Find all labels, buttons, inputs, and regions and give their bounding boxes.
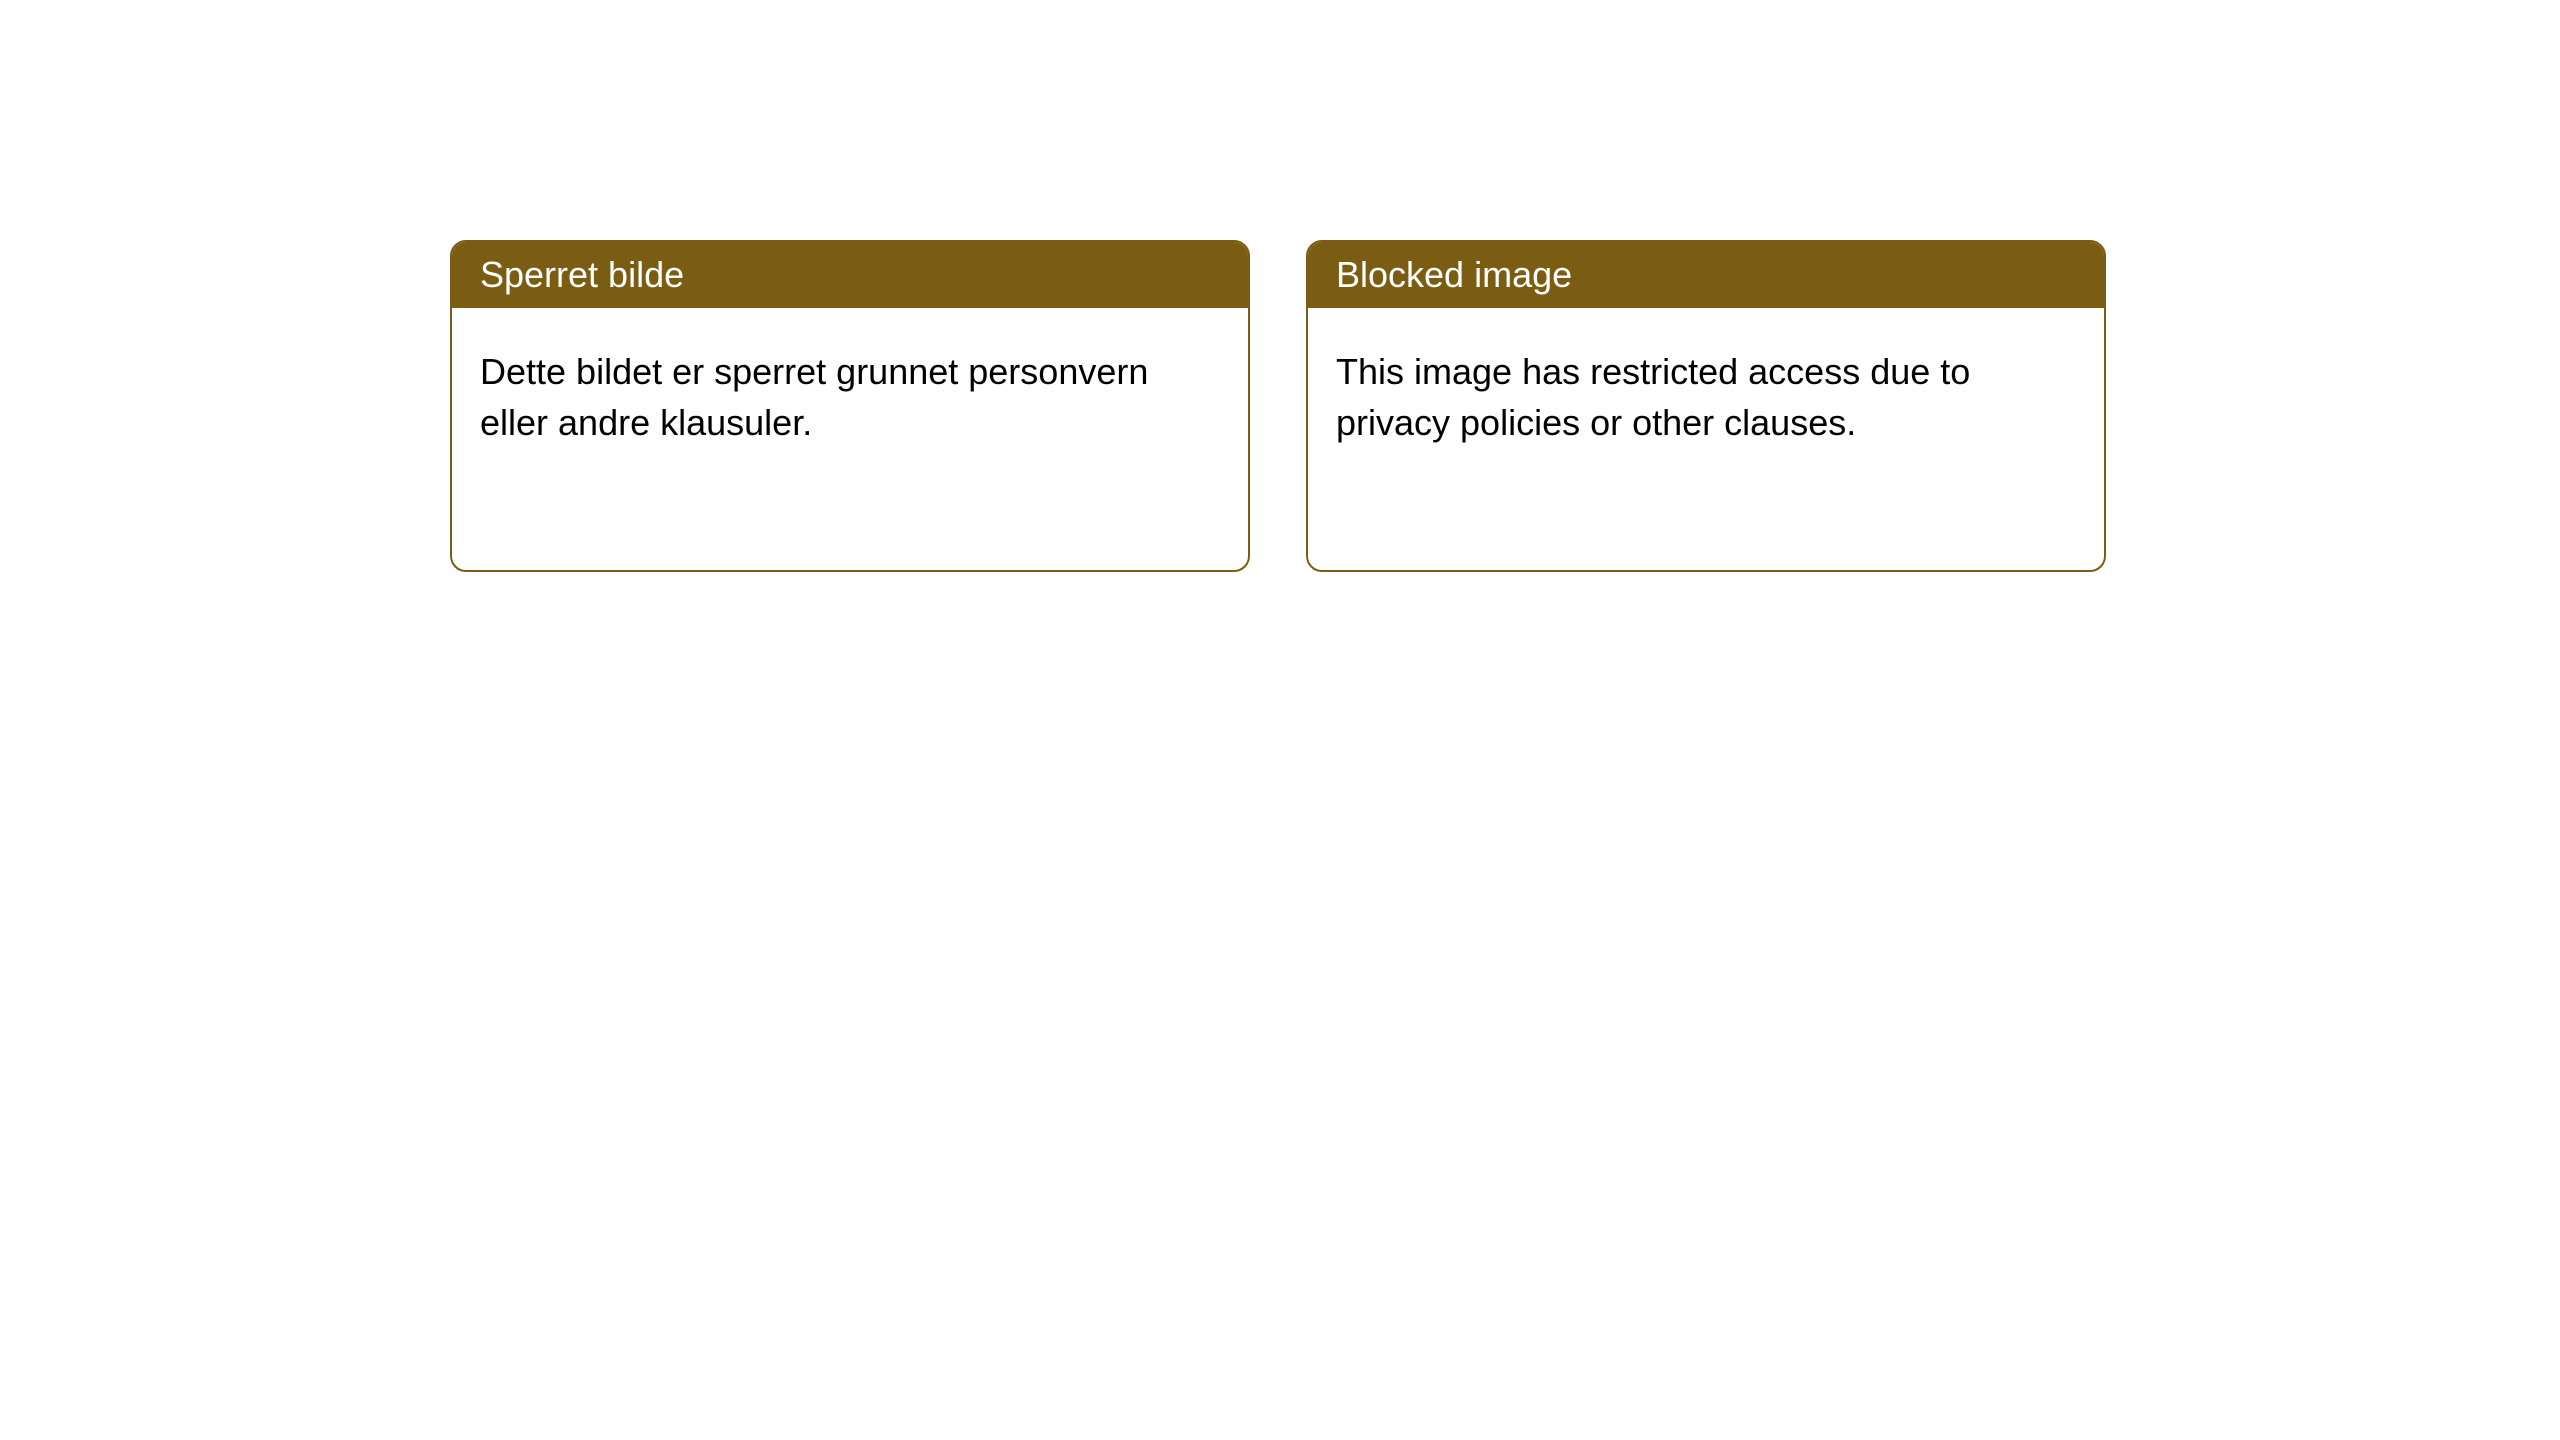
card-header: Sperret bilde [452, 242, 1248, 308]
blocked-image-card-en: Blocked image This image has restricted … [1306, 240, 2106, 572]
blocked-image-card-no: Sperret bilde Dette bildet er sperret gr… [450, 240, 1250, 572]
card-body-text: This image has restricted access due to … [1336, 351, 1970, 443]
card-body: This image has restricted access due to … [1308, 308, 2104, 486]
card-body-text: Dette bildet er sperret grunnet personve… [480, 351, 1148, 443]
cards-container: Sperret bilde Dette bildet er sperret gr… [450, 240, 2106, 572]
card-header: Blocked image [1308, 242, 2104, 308]
card-body: Dette bildet er sperret grunnet personve… [452, 308, 1248, 486]
card-title: Blocked image [1336, 254, 1572, 295]
card-title: Sperret bilde [480, 254, 684, 295]
